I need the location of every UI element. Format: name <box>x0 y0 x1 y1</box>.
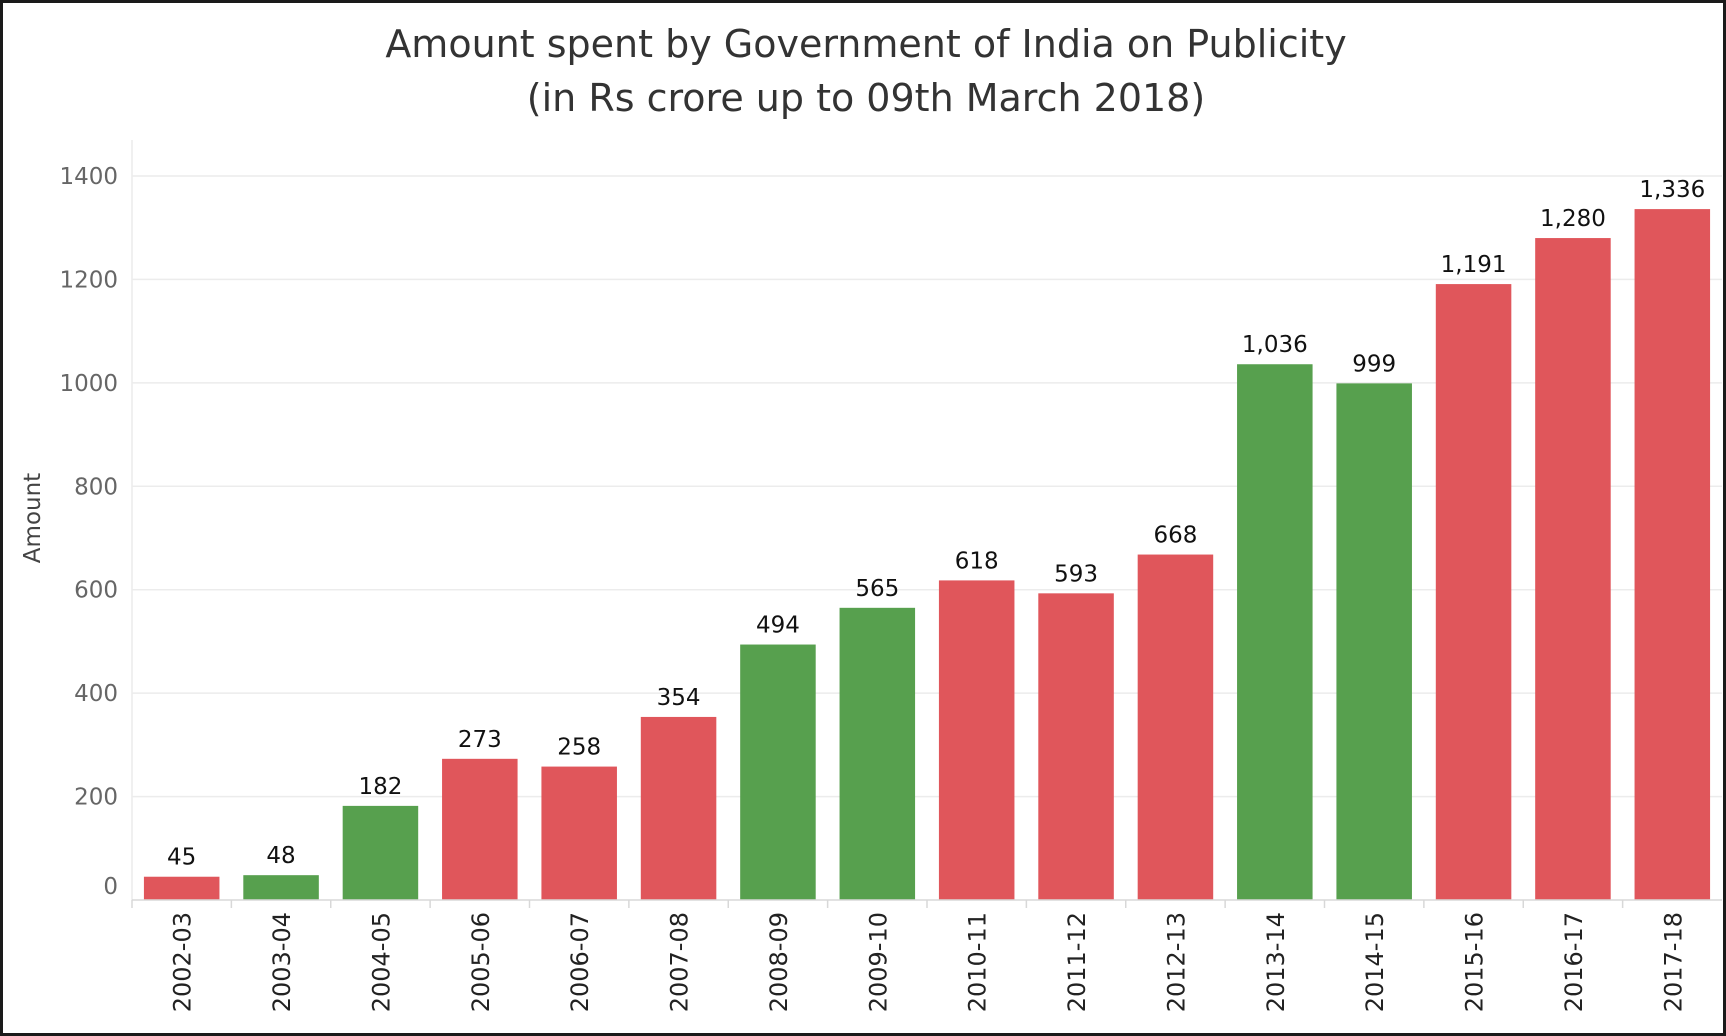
data-labels: 45 48 182 273 258 354 494 565 618 593 668 1,036 999 1… <box>167 177 1705 871</box>
chart-title: Amount spent by Government of India on P… <box>385 22 1347 66</box>
y-tick-label: 1000 <box>59 371 118 397</box>
data-label: 182 <box>358 774 402 800</box>
bar <box>143 876 220 900</box>
x-tick-label: 2005-06 <box>467 912 495 1012</box>
y-tick-label: 600 <box>74 578 118 604</box>
bar <box>1535 238 1611 901</box>
bar <box>1634 209 1711 900</box>
data-label: 618 <box>955 548 999 574</box>
x-tick-label: 2006-07 <box>566 912 594 1012</box>
data-label: 273 <box>458 727 502 753</box>
bar <box>938 580 1015 900</box>
data-label: 593 <box>1054 561 1098 587</box>
x-tick-label: 2008-09 <box>765 912 793 1012</box>
x-tick-label: 2007-08 <box>666 912 694 1012</box>
x-tick-label: 2004-05 <box>367 912 395 1012</box>
data-label: 999 <box>1352 351 1396 377</box>
y-tick-label: 1400 <box>59 164 118 190</box>
x-tick-label: 2002-03 <box>169 912 197 1012</box>
x-tick-label: 2011-12 <box>1063 912 1091 1012</box>
x-tick-label: 2016-17 <box>1560 912 1588 1012</box>
bar <box>243 875 319 900</box>
bar <box>342 805 419 900</box>
bar <box>1435 284 1512 900</box>
chart-subtitle: (in Rs crore up to 09th March 2018) <box>526 76 1206 120</box>
bar <box>1038 593 1114 900</box>
x-tick-label: 2013-14 <box>1262 912 1290 1012</box>
x-tick-label: 2014-15 <box>1361 912 1389 1012</box>
y-axis: 0 200 400 600 800 1000 1200 1400 <box>59 140 133 900</box>
y-tick-label: 1200 <box>59 267 118 293</box>
x-tick-label: 2017-18 <box>1659 912 1687 1012</box>
x-tick-label: 2003-04 <box>268 912 296 1012</box>
bar <box>1336 383 1412 901</box>
data-label: 1,280 <box>1540 206 1606 232</box>
x-tick-label: 2009-10 <box>864 912 892 1012</box>
data-label: 1,036 <box>1242 332 1308 358</box>
data-label: 1,191 <box>1441 252 1507 278</box>
x-tick-label: 2015-16 <box>1461 912 1489 1012</box>
x-tick-label: 2010-11 <box>964 912 992 1012</box>
y-tick-label: 400 <box>74 681 118 707</box>
bar <box>740 644 816 900</box>
bar <box>640 716 717 900</box>
data-label: 565 <box>855 576 899 602</box>
data-label: 668 <box>1153 523 1197 549</box>
x-axis: 2002-03 2003-04 2004-05 2005-06 2006-07 2007-… <box>131 899 1722 1012</box>
bars <box>143 209 1711 901</box>
bar <box>1237 364 1313 900</box>
bar <box>1137 554 1214 900</box>
chart-title-block: Amount spent by Government of India on P… <box>3 17 1726 125</box>
data-label: 494 <box>756 613 800 639</box>
data-label: 1,336 <box>1639 177 1705 203</box>
y-axis-label: Amount <box>20 473 46 563</box>
bar <box>839 607 916 900</box>
bar <box>541 766 617 900</box>
data-label: 354 <box>657 685 701 711</box>
y-tick-label: 0 <box>103 874 118 900</box>
y-tick-label: 200 <box>74 785 118 811</box>
data-label: 48 <box>266 843 295 869</box>
bar <box>442 758 518 900</box>
x-tick-label: 2012-13 <box>1162 912 1190 1012</box>
data-label: 258 <box>557 735 601 761</box>
data-label: 45 <box>167 845 196 871</box>
y-tick-label: 800 <box>74 474 118 500</box>
